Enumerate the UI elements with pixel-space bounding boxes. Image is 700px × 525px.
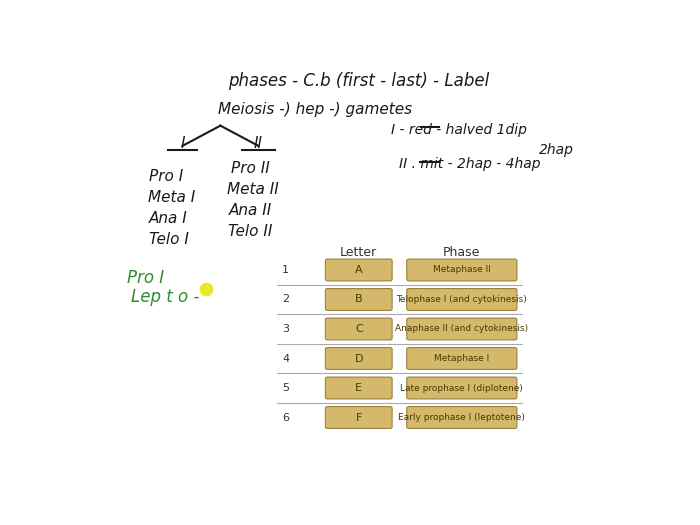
Text: II: II: [254, 136, 263, 151]
Text: Phase: Phase: [443, 247, 480, 259]
Text: Letter: Letter: [340, 247, 377, 259]
Text: Meiosis -) hep -) gametes: Meiosis -) hep -) gametes: [218, 102, 412, 117]
Text: Telo II: Telo II: [228, 224, 272, 239]
FancyBboxPatch shape: [407, 259, 517, 281]
Text: B: B: [355, 295, 363, 304]
Text: 4: 4: [282, 353, 289, 363]
Text: 6: 6: [282, 413, 289, 423]
Text: Telo I: Telo I: [149, 232, 189, 247]
Text: Pro II: Pro II: [231, 161, 270, 175]
Text: Metaphase I: Metaphase I: [434, 354, 489, 363]
Text: Early prophase I (leptotene): Early prophase I (leptotene): [398, 413, 525, 422]
Text: Late prophase I (diplotene): Late prophase I (diplotene): [400, 384, 524, 393]
FancyBboxPatch shape: [407, 318, 517, 340]
FancyBboxPatch shape: [326, 377, 392, 399]
FancyBboxPatch shape: [326, 289, 392, 310]
Text: phases - C.b (first - last) - Label: phases - C.b (first - last) - Label: [228, 72, 489, 90]
Text: Anaphase II (and cytokinesis): Anaphase II (and cytokinesis): [395, 324, 528, 333]
FancyBboxPatch shape: [407, 406, 517, 428]
FancyBboxPatch shape: [407, 377, 517, 399]
Text: Ana II: Ana II: [229, 203, 272, 218]
Text: Pro I: Pro I: [149, 169, 183, 184]
Text: F: F: [356, 413, 362, 423]
Text: E: E: [355, 383, 363, 393]
Text: 1: 1: [282, 265, 289, 275]
Text: 2hap: 2hap: [539, 143, 574, 157]
Text: C: C: [355, 324, 363, 334]
Text: Ana I: Ana I: [148, 211, 187, 226]
Point: [200, 285, 211, 293]
Text: Pro I: Pro I: [127, 269, 164, 287]
Text: Telophase I (and cytokinesis): Telophase I (and cytokinesis): [396, 295, 527, 304]
FancyBboxPatch shape: [326, 406, 392, 428]
FancyBboxPatch shape: [407, 348, 517, 370]
Text: 3: 3: [282, 324, 289, 334]
Text: D: D: [354, 353, 363, 363]
Text: 5: 5: [282, 383, 289, 393]
Text: II . mit - 2hap - 4hap: II . mit - 2hap - 4hap: [399, 157, 540, 171]
Text: Meta I: Meta I: [148, 190, 195, 205]
FancyBboxPatch shape: [326, 318, 392, 340]
FancyBboxPatch shape: [326, 259, 392, 281]
Text: I: I: [180, 136, 185, 151]
Text: Meta II: Meta II: [227, 182, 279, 197]
Text: I - red - halved 1dip: I - red - halved 1dip: [391, 123, 527, 136]
FancyBboxPatch shape: [326, 348, 392, 370]
Text: 2: 2: [282, 295, 289, 304]
FancyBboxPatch shape: [407, 289, 517, 310]
Text: Lep t o -: Lep t o -: [131, 288, 200, 307]
Text: A: A: [355, 265, 363, 275]
Text: Metaphase II: Metaphase II: [433, 266, 491, 275]
